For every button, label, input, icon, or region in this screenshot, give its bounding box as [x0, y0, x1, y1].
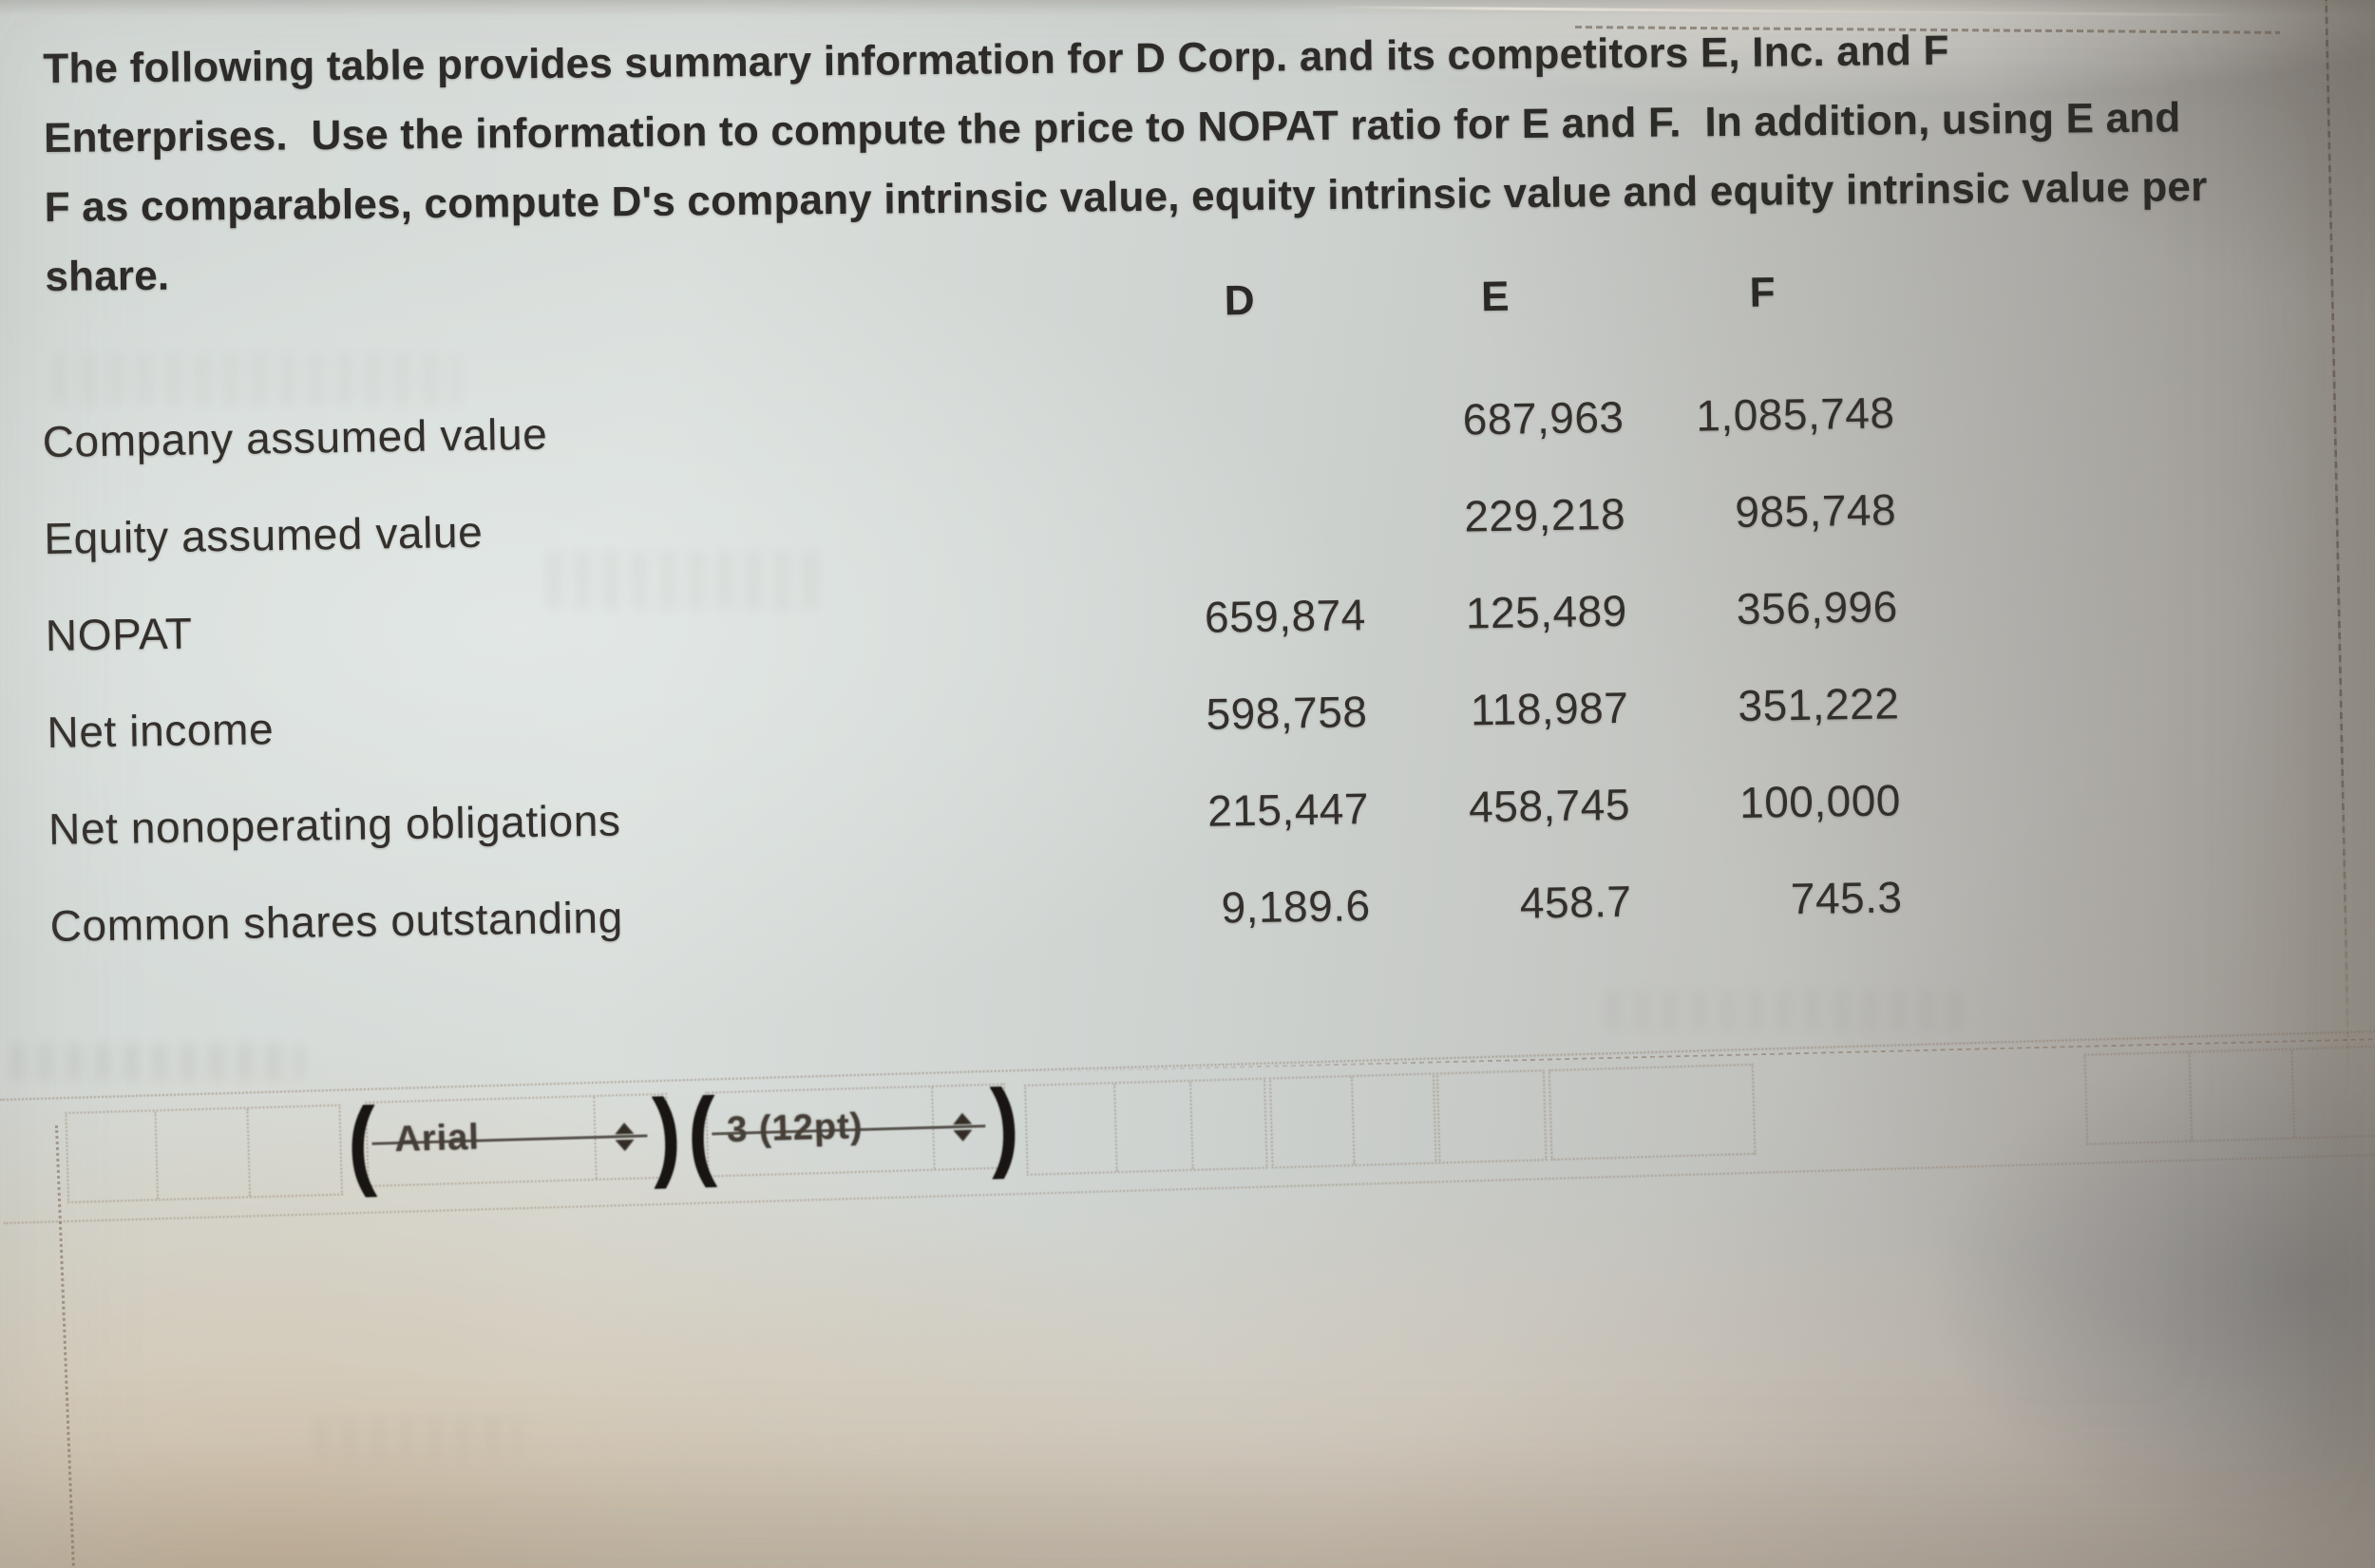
column-header-e: E — [1480, 273, 1510, 321]
value-f: 351,222 — [1738, 678, 1900, 730]
toolbar-button-group — [1268, 1072, 1437, 1169]
value-e: 118,987 — [1470, 682, 1629, 735]
stepper-arrows-icon — [952, 1112, 973, 1143]
toolbar-button-placeholder[interactable] — [2188, 1049, 2294, 1141]
value-e: 458,745 — [1468, 779, 1631, 832]
row-label: Common shares outstanding — [49, 892, 624, 951]
toolbar-button-group — [2083, 1045, 2375, 1145]
value-d: 215,447 — [1206, 784, 1370, 836]
editor-toolbar: ( Arial ) ( 3 (12pt) ) — [0, 1029, 2375, 1224]
stepper-arrows-icon — [614, 1122, 635, 1152]
toolbar-button-placeholder[interactable] — [2086, 1053, 2192, 1143]
toolbar-button-placeholder[interactable] — [246, 1105, 342, 1197]
value-f: 745.3 — [1790, 872, 1903, 924]
value-f: 356,996 — [1736, 581, 1899, 633]
bleed-through-artifact — [314, 1417, 522, 1461]
column-header-d: D — [1224, 276, 1255, 325]
value-f: 100,000 — [1738, 775, 1902, 827]
row-label: Net income — [47, 704, 275, 757]
value-d — [1003, 518, 1364, 523]
value-d: 659,874 — [1204, 590, 1367, 642]
bleed-through-artifact — [546, 551, 831, 610]
toolbar-button-group — [1435, 1069, 1548, 1164]
page-edge-glare-line — [1324, 6, 2237, 17]
value-e: 687,963 — [1462, 391, 1624, 444]
font-size-select[interactable]: ( 3 (12pt) ) — [686, 1069, 1021, 1189]
row-label: Net nonoperating obligations — [48, 795, 621, 854]
value-e: 458.7 — [1519, 876, 1632, 928]
font-size-value: 3 (12pt) — [726, 1105, 864, 1151]
font-family-select[interactable]: ( Arial ) — [346, 1079, 683, 1199]
toolbar-button-placeholder[interactable] — [2290, 1047, 2375, 1138]
toolbar-button-placeholder[interactable] — [66, 1111, 157, 1201]
value-e: 125,489 — [1465, 585, 1628, 638]
bleed-through-artifact — [52, 353, 461, 406]
value-d: 9,189.6 — [1221, 880, 1371, 933]
row-label: Equity assumed value — [43, 506, 484, 563]
row-label: Company assumed value — [42, 408, 548, 466]
value-f: 1,085,748 — [1695, 387, 1895, 441]
value-d — [1002, 421, 1363, 426]
toolbar-button-group — [65, 1104, 344, 1203]
select-bracket-artifact: ) — [989, 1069, 1021, 1181]
value-d: 598,758 — [1206, 687, 1368, 739]
column-header-f: F — [1749, 269, 1776, 316]
font-family-value: Arial — [393, 1117, 481, 1161]
toolbar-button-placeholder[interactable] — [1438, 1071, 1546, 1162]
toolbar-button-placeholder[interactable] — [1188, 1079, 1266, 1169]
select-bracket-artifact: ) — [651, 1079, 683, 1191]
value-e: 229,218 — [1463, 488, 1626, 541]
toolbar-button-placeholder[interactable] — [1271, 1077, 1354, 1166]
toolbar-button-group — [1024, 1077, 1268, 1176]
toolbar-button-group — [1548, 1063, 1757, 1162]
value-f: 985,748 — [1734, 484, 1897, 538]
toolbar-button-placeholder[interactable] — [1113, 1081, 1192, 1172]
toolbar-button-placeholder[interactable] — [1026, 1084, 1116, 1174]
bleed-through-artifact — [10, 1043, 304, 1081]
toolbar-button-placeholder[interactable] — [154, 1108, 250, 1200]
toolbar-button-placeholder[interactable] — [1350, 1074, 1435, 1165]
row-label: NOPAT — [45, 608, 193, 660]
bleed-through-artifact — [1606, 990, 1966, 1031]
toolbar-button-placeholder[interactable] — [1550, 1066, 1755, 1159]
